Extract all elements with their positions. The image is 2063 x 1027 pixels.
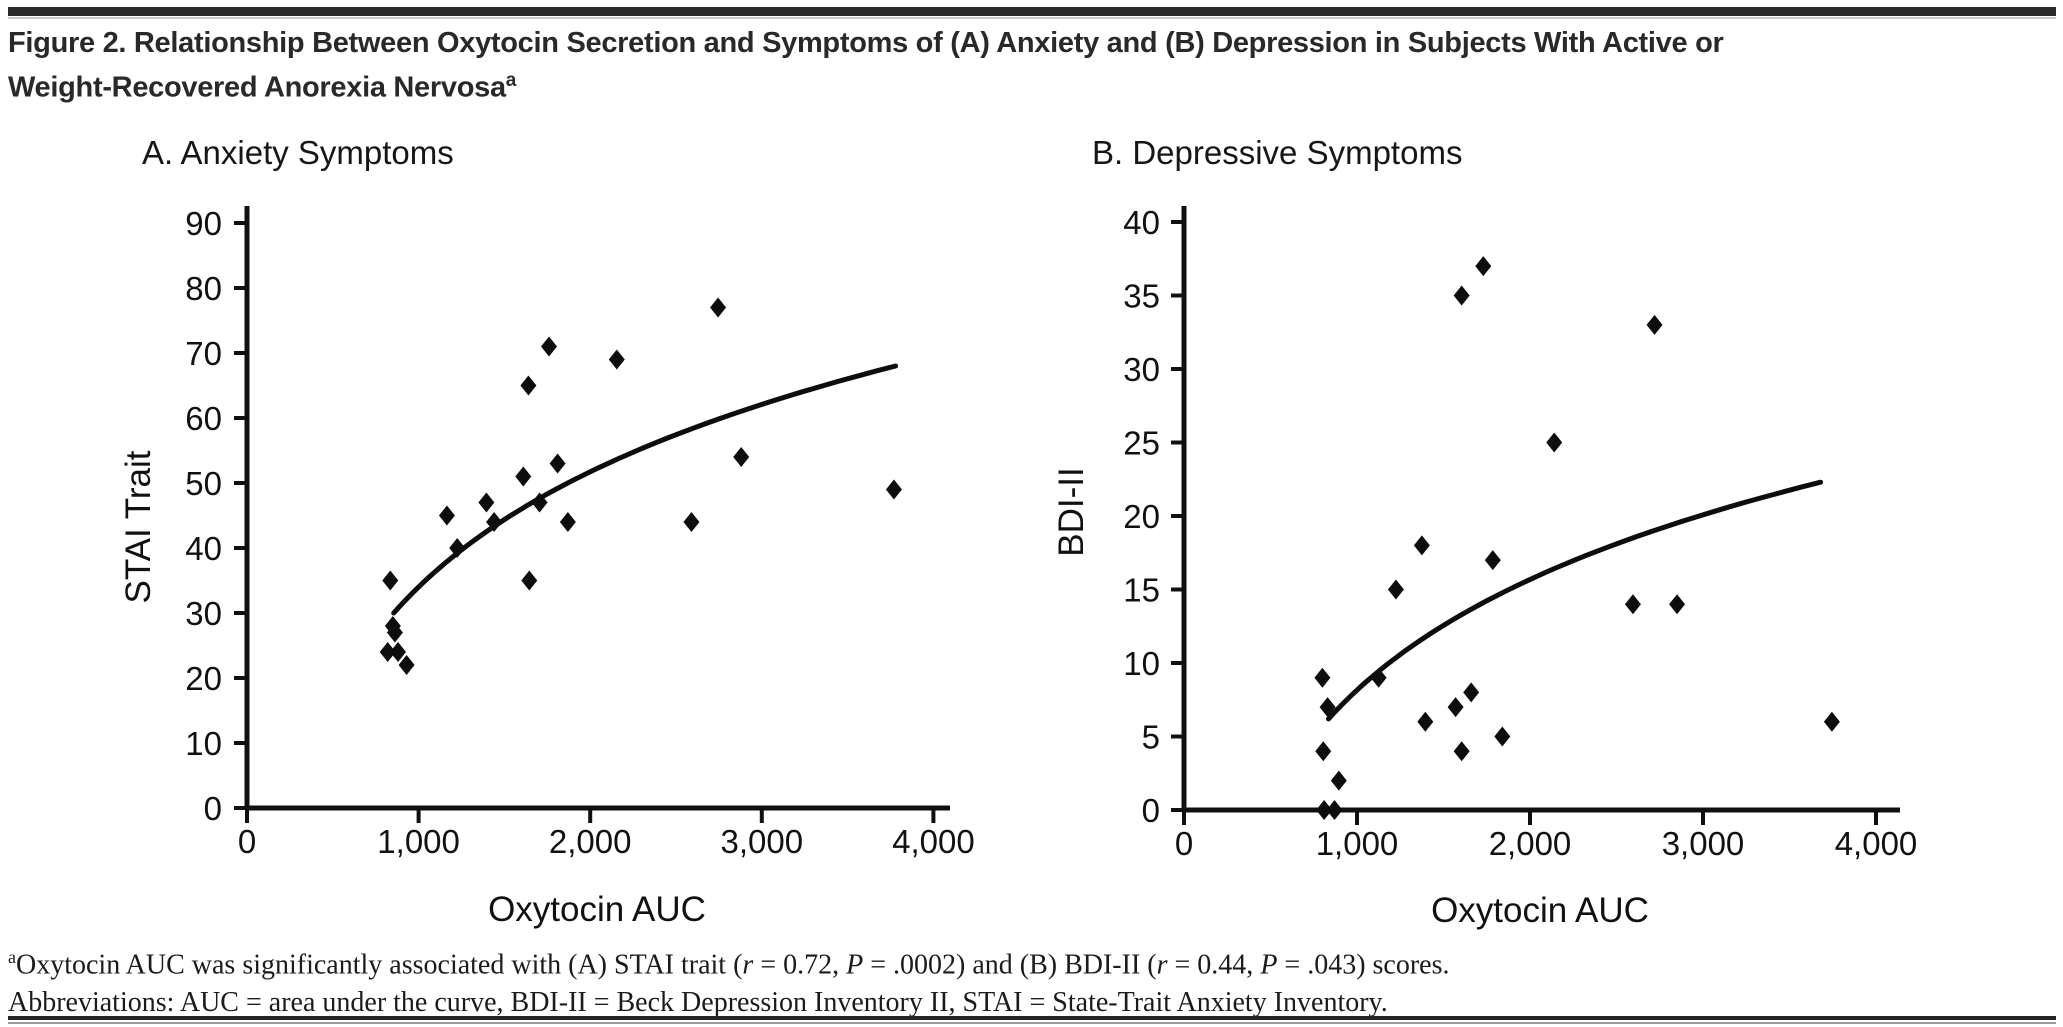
data-point-diamond	[1453, 741, 1470, 762]
data-point-diamond	[733, 447, 750, 467]
y-tick-label: 90	[185, 205, 222, 242]
x-tick-label: 0	[1175, 825, 1193, 862]
panel-b-title: B. Depressive Symptoms	[1092, 134, 1463, 171]
y-tick-label: 50	[185, 465, 222, 502]
x-tick-label: 3,000	[721, 823, 804, 860]
data-point-diamond	[1326, 800, 1343, 820]
figure-title-superscript: a	[505, 70, 517, 91]
data-point-diamond	[559, 512, 576, 532]
data-point-diamond	[1417, 711, 1434, 732]
y-tick-label: 30	[185, 595, 222, 632]
data-point-diamond	[390, 642, 407, 662]
x-tick-label: 1,000	[1316, 825, 1399, 862]
y-tick-label: 25	[1123, 424, 1160, 461]
stat-r-symbol: r	[1156, 949, 1168, 981]
footnote-line1: aOxytocin AUC was significantly associat…	[8, 947, 1450, 981]
data-point-diamond	[1319, 697, 1336, 718]
y-tick-label: 0	[1142, 792, 1160, 829]
data-point-diamond	[1646, 314, 1663, 335]
data-point-diamond	[531, 492, 548, 513]
y-tick-label: 35	[1123, 277, 1160, 314]
x-axis-title: Oxytocin AUC	[1431, 891, 1649, 930]
x-tick-label: 2,000	[1489, 825, 1572, 862]
data-point-diamond	[549, 453, 566, 474]
y-tick-label: 0	[204, 790, 222, 827]
bottom-rule-gray	[8, 1022, 2056, 1024]
data-point-diamond	[1447, 697, 1464, 718]
y-tick-label: 60	[185, 400, 222, 437]
data-point-diamond	[1494, 726, 1511, 747]
data-point-diamond	[1387, 579, 1404, 600]
y-tick-label: 80	[185, 270, 222, 307]
data-point-diamond	[608, 349, 625, 370]
stat-p-symbol: P	[1260, 949, 1278, 981]
y-tick-label: 40	[185, 530, 222, 567]
stat-p-symbol: P	[846, 949, 864, 981]
data-point-diamond	[520, 375, 537, 396]
x-tick-label: 4,000	[1835, 825, 1918, 862]
data-point-diamond	[386, 622, 403, 643]
x-axis-title: Oxytocin AUC	[488, 890, 706, 929]
data-point-diamond	[382, 570, 399, 591]
data-point-diamond	[398, 655, 415, 675]
y-axis-title: BDI-II	[1052, 467, 1091, 556]
x-tick-label: 2,000	[549, 823, 632, 860]
data-point-diamond	[379, 642, 396, 662]
data-point-diamond	[486, 512, 503, 532]
stat-r-symbol: r	[742, 949, 754, 981]
y-tick-label: 10	[185, 725, 222, 762]
data-point-diamond	[710, 297, 727, 318]
y-tick-label: 20	[185, 660, 222, 697]
data-point-diamond	[1484, 550, 1501, 571]
data-point-diamond	[1330, 770, 1347, 791]
figure-footnote: aOxytocin AUC was significantly associat…	[8, 938, 2048, 1022]
figure-title-line1: Figure 2. Relationship Between Oxytocin …	[8, 27, 1724, 59]
y-axis-title: STAI Trait	[119, 450, 158, 603]
data-point-diamond	[1413, 535, 1430, 556]
y-tick-label: 70	[185, 335, 222, 372]
data-point-diamond	[1546, 432, 1563, 453]
data-point-diamond	[521, 570, 538, 591]
y-tick-label: 30	[1123, 351, 1160, 388]
figure-title: Figure 2. Relationship Between Oxytocin …	[8, 24, 2048, 107]
x-tick-label: 0	[238, 823, 256, 860]
data-point-diamond	[1453, 285, 1470, 306]
data-point-diamond	[515, 466, 532, 487]
x-tick-label: 4,000	[892, 823, 975, 860]
data-point-diamond	[683, 512, 700, 532]
data-point-diamond	[1624, 594, 1641, 615]
trend-curve	[391, 363, 899, 616]
x-tick-label: 1,000	[377, 823, 460, 860]
x-tick-label: 3,000	[1662, 825, 1745, 862]
bottom-rule-dark	[8, 1016, 2056, 1020]
trend-curve	[1326, 479, 1824, 722]
data-point-diamond	[1669, 594, 1686, 615]
footnote-line2: Abbreviations: AUC = area under the curv…	[8, 987, 1388, 1019]
data-point-diamond	[1463, 682, 1480, 703]
data-point-diamond	[1823, 711, 1840, 732]
y-tick-label: 10	[1123, 645, 1160, 682]
data-point-diamond	[449, 538, 466, 558]
y-tick-label: 15	[1123, 571, 1160, 608]
data-point-diamond	[1475, 256, 1492, 277]
top-rule-shadow	[8, 17, 2056, 19]
panel-a-title: A. Anxiety Symptoms	[142, 134, 454, 171]
data-point-diamond	[478, 492, 495, 513]
data-point-diamond	[1315, 741, 1332, 762]
y-tick-label: 20	[1123, 498, 1160, 535]
data-point-diamond	[541, 336, 558, 357]
figure-title-line2: Weight-Recovered Anorexia Nervosa	[8, 71, 506, 104]
data-point-diamond	[1314, 667, 1331, 688]
data-point-diamond	[885, 479, 902, 500]
footnote-superscript: a	[8, 947, 16, 967]
data-point-diamond	[1370, 667, 1387, 688]
data-point-diamond	[1316, 800, 1333, 820]
y-tick-label: 40	[1123, 204, 1160, 241]
top-rule-bar	[8, 7, 2056, 16]
data-point-diamond	[438, 505, 455, 526]
y-tick-label: 5	[1142, 718, 1160, 755]
